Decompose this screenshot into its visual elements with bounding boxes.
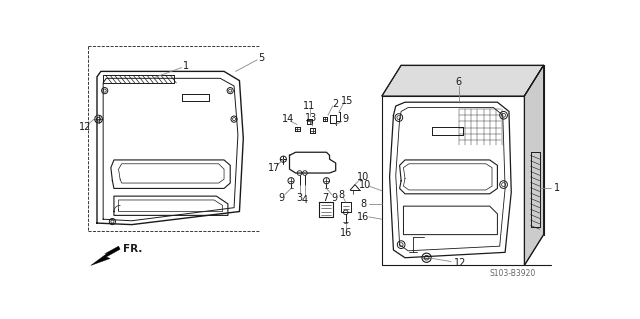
Text: 13: 13 [305,113,317,123]
Text: 10: 10 [357,172,369,182]
Text: 6: 6 [456,77,462,87]
Text: 1: 1 [554,183,561,193]
Text: 16: 16 [340,228,352,238]
Text: 10: 10 [359,180,371,189]
Text: 17: 17 [268,163,280,173]
Text: 12: 12 [79,122,92,132]
Text: FR.: FR. [123,244,143,254]
Text: 9: 9 [332,193,338,203]
Text: 14: 14 [282,114,294,124]
Text: S103-B3920: S103-B3920 [490,270,536,278]
Text: 4: 4 [302,195,308,205]
Text: 3: 3 [296,193,303,203]
Text: 8: 8 [339,189,345,200]
Polygon shape [524,65,543,265]
Text: 8: 8 [360,199,367,209]
Text: 5: 5 [259,53,265,63]
Text: 9: 9 [342,114,348,124]
Text: 1: 1 [183,61,189,71]
Text: 9: 9 [279,193,285,203]
Text: 11: 11 [303,101,316,111]
Text: 2: 2 [333,99,339,109]
Text: 7: 7 [323,193,329,204]
Text: 12: 12 [454,258,467,268]
Polygon shape [91,246,120,265]
Polygon shape [382,65,543,96]
Text: 16: 16 [357,212,369,222]
Text: 15: 15 [341,96,353,107]
